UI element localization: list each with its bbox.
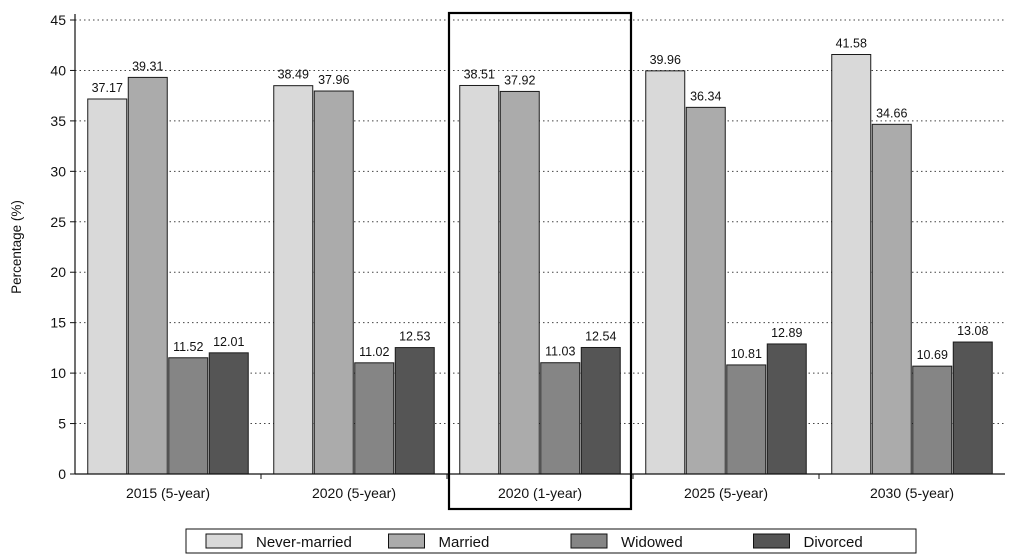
bar-value-label: 39.31 xyxy=(132,59,163,73)
bar-value-label: 12.89 xyxy=(771,326,802,340)
bar-value-label: 12.54 xyxy=(585,329,616,343)
bar-value-label: 10.69 xyxy=(917,348,948,362)
bar-married xyxy=(127,76,168,475)
y-tick-label: 35 xyxy=(50,113,66,129)
y-tick-label: 5 xyxy=(58,416,66,432)
legend-swatch xyxy=(753,533,790,549)
bar-value-label: 11.52 xyxy=(173,340,203,354)
x-category-label: 2030 (5-year) xyxy=(870,485,954,501)
legend-label: Never-married xyxy=(256,534,352,551)
bar-value-label: 36.34 xyxy=(690,89,721,103)
bar-divorced xyxy=(208,352,249,475)
bar-never-married xyxy=(273,85,314,475)
y-axis-label: Percentage (%) xyxy=(9,200,24,294)
bar-value-label: 38.51 xyxy=(464,67,495,81)
bar-never-married xyxy=(831,54,872,475)
y-tick-label: 25 xyxy=(50,214,66,230)
axes xyxy=(70,14,1005,479)
legend: Never-married Married Widowed Divorced xyxy=(185,528,917,554)
bar-widowed xyxy=(540,362,581,475)
bar-value-label: 12.01 xyxy=(213,335,244,349)
bar-never-married xyxy=(87,98,128,475)
legend-label: Married xyxy=(439,534,490,551)
bar-value-label: 38.49 xyxy=(278,68,309,82)
bar-divorced xyxy=(394,347,435,475)
bar-widowed xyxy=(168,357,209,475)
y-tick-label: 40 xyxy=(50,62,66,78)
bar-value-label: 37.17 xyxy=(92,81,123,95)
bar-divorced xyxy=(580,346,621,475)
bar-value-label: 34.66 xyxy=(876,106,907,120)
bar-value-label: 39.96 xyxy=(650,53,681,67)
x-category-label: 2015 (5-year) xyxy=(126,485,210,501)
bar-never-married xyxy=(459,84,500,475)
bar-value-label: 41.58 xyxy=(836,37,867,51)
bar-value-label: 12.53 xyxy=(399,330,430,344)
bar-divorced xyxy=(952,341,993,475)
bar-value-label: 37.92 xyxy=(504,73,535,87)
x-category-label: 2020 (5-year) xyxy=(312,485,396,501)
bar-never-married xyxy=(645,70,686,475)
bar-value-label: 11.02 xyxy=(359,345,389,359)
bar-married xyxy=(685,106,726,475)
bar-value-label: 10.81 xyxy=(731,347,762,361)
legend-swatch xyxy=(388,533,425,549)
bar-value-label: 37.96 xyxy=(318,73,349,87)
bar-value-label: 11.03 xyxy=(545,345,575,359)
legend-label: Divorced xyxy=(804,534,863,551)
bar-married xyxy=(871,123,912,475)
x-category-label: 2020 (1-year) xyxy=(498,485,582,501)
highlight-box xyxy=(447,11,633,511)
legend-swatch xyxy=(205,533,243,549)
x-category-labels: 2015 (5-year) 2020 (5-year) 2020 (1-year) 2… xyxy=(126,485,954,501)
legend-swatch xyxy=(570,533,608,549)
y-tick-label: 45 xyxy=(50,12,66,28)
legend-label: Widowed xyxy=(621,534,683,551)
legend-box xyxy=(185,528,917,554)
y-tick-labels: 0 5 10 15 20 25 30 35 40 45 xyxy=(50,12,66,482)
value-labels: 37.17 39.31 11.52 12.01 38.49 37.96 11.02 12.53… xyxy=(92,37,989,363)
y-tick-label: 0 xyxy=(58,466,66,482)
bar-value-label: 13.08 xyxy=(957,324,988,338)
y-tick-label: 15 xyxy=(50,315,66,331)
y-tick-label: 20 xyxy=(50,264,66,280)
bar-widowed xyxy=(726,364,767,475)
bar-married xyxy=(313,90,354,475)
bar-married xyxy=(499,90,540,475)
bar-widowed xyxy=(912,365,953,475)
y-tick-label: 30 xyxy=(50,163,66,179)
bar-widowed xyxy=(354,362,395,475)
y-tick-label: 10 xyxy=(50,365,66,381)
bars xyxy=(87,54,993,475)
x-category-label: 2025 (5-year) xyxy=(684,485,768,501)
bar-divorced xyxy=(766,343,807,475)
